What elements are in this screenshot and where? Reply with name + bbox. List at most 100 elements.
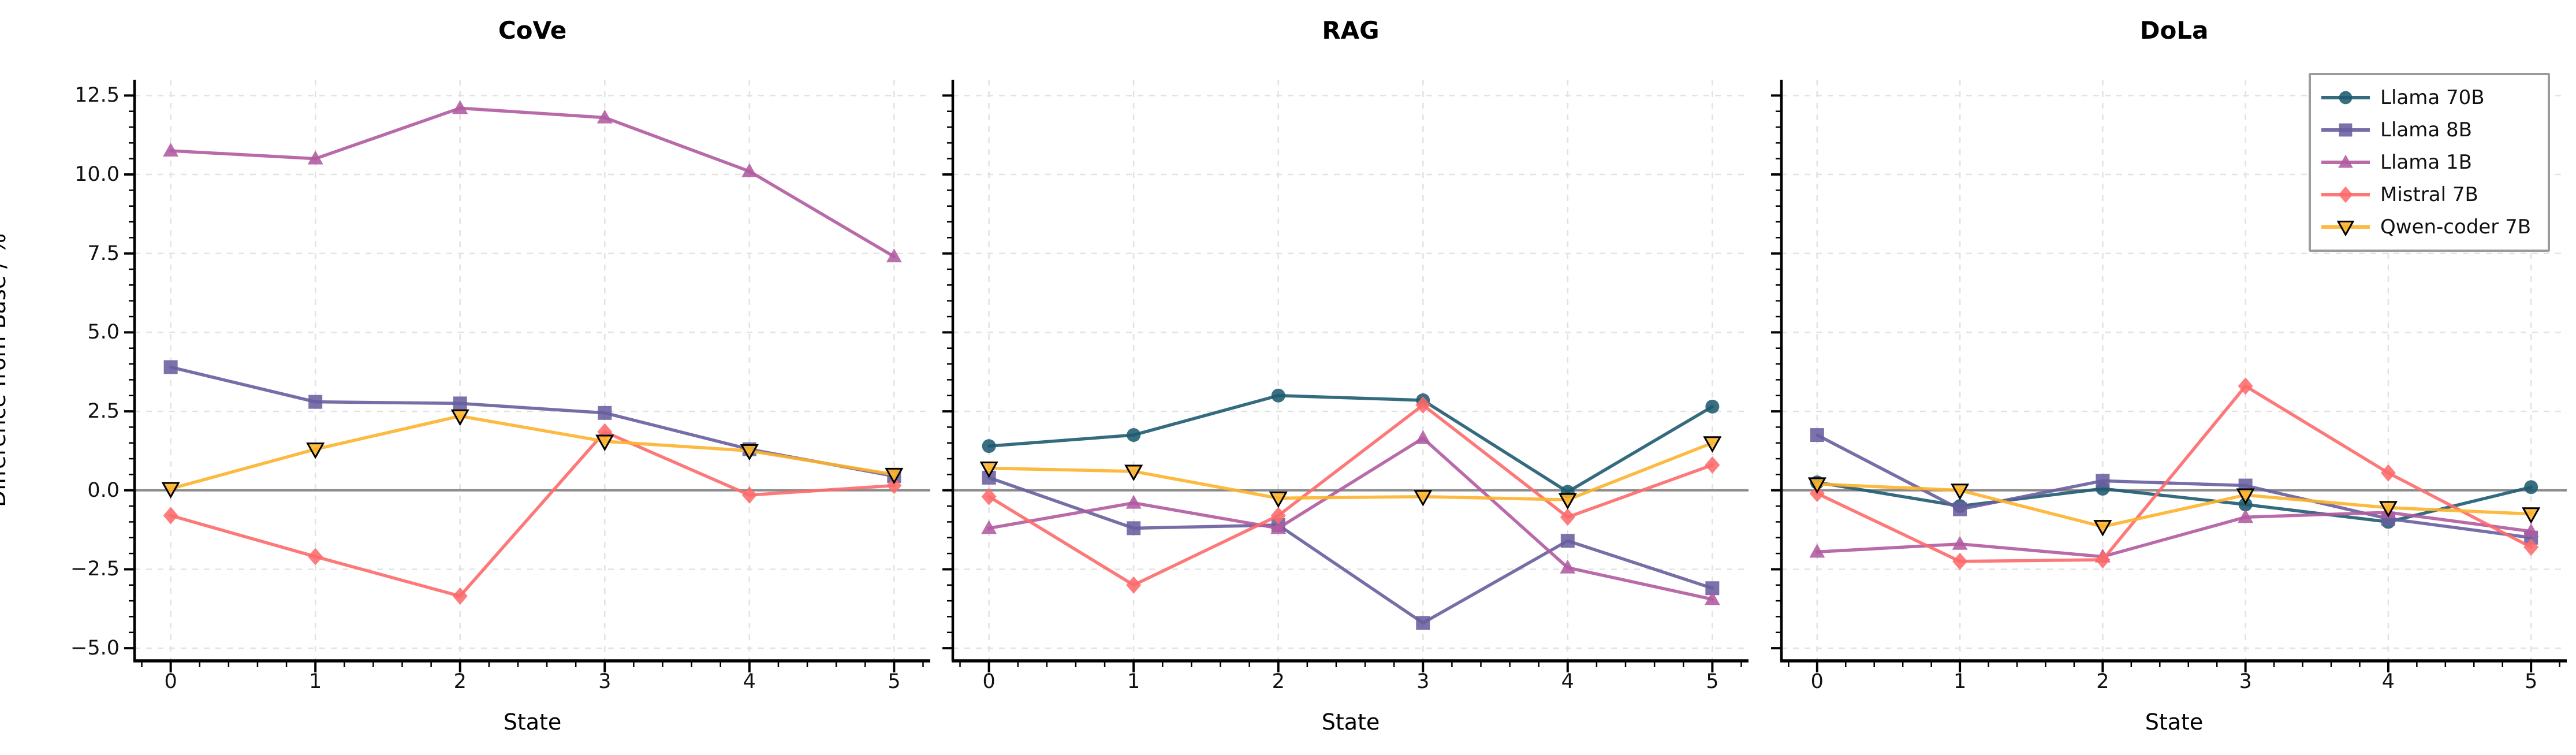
series-mistral-7b	[981, 396, 1720, 594]
data-point-marker	[1124, 464, 1143, 482]
subplot-rag	[942, 80, 1749, 672]
x-tick-label: 1	[309, 670, 322, 693]
axis-ticks	[124, 94, 924, 672]
legend: Llama 70B Llama 8B Llama 1B Mistral 7B Q…	[2309, 73, 2550, 252]
data-point-marker	[981, 488, 997, 505]
legend-item-llama-1b: Llama 1B	[2319, 148, 2537, 177]
x-tick-label: 0	[164, 670, 177, 693]
subplot-dola	[1771, 80, 2567, 672]
data-point-marker	[1414, 490, 1433, 507]
data-point-marker	[1270, 520, 1287, 534]
subplot-cove	[124, 80, 930, 672]
x-tick-label: 5	[888, 670, 901, 693]
legend-label: Llama 70B	[2380, 86, 2485, 109]
data-point-marker	[2339, 91, 2353, 105]
data-point-marker	[2380, 464, 2396, 482]
data-point-marker	[1807, 477, 1826, 494]
data-point-marker	[2338, 154, 2353, 168]
data-point-marker	[2238, 377, 2253, 395]
x-axis-label-cove: State	[503, 709, 562, 735]
data-point-marker	[886, 248, 902, 263]
x-tick-label: 4	[743, 670, 756, 693]
data-point-marker	[2523, 538, 2539, 556]
data-point-marker	[1558, 493, 1577, 510]
data-point-marker	[452, 100, 468, 114]
axis-ticks	[1771, 94, 2560, 672]
data-point-marker	[1126, 576, 1142, 594]
data-point-marker	[885, 467, 904, 485]
series-llama-1b	[981, 430, 1720, 605]
data-point-marker	[1951, 484, 1970, 500]
data-point-marker	[1810, 428, 1824, 442]
data-point-marker	[1560, 559, 1576, 574]
series-qwen-coder-7b	[161, 409, 904, 499]
x-axis-label-rag: State	[1321, 709, 1380, 735]
x-tick-label: 3	[1416, 670, 1430, 693]
data-point-marker	[450, 409, 469, 426]
panel-title-rag: RAG	[1322, 16, 1380, 44]
data-point-marker	[2238, 509, 2254, 523]
legend-item-llama-8b: Llama 8B	[2319, 116, 2537, 144]
legend-marker-llama-8b-icon	[2321, 123, 2370, 137]
data-point-marker	[308, 395, 323, 409]
axis-ticks	[942, 94, 1742, 672]
series-mistral-7b	[163, 423, 902, 605]
x-tick-label: 2	[453, 670, 467, 693]
data-point-marker	[2336, 221, 2355, 237]
data-point-marker	[1127, 521, 1141, 535]
data-point-marker	[1705, 399, 1720, 414]
data-point-marker	[595, 434, 614, 452]
data-point-marker	[2524, 480, 2538, 494]
data-point-marker	[1703, 436, 1722, 453]
legend-item-mistral-7b: Mistral 7B	[2319, 180, 2537, 209]
x-tick-label: 5	[1706, 670, 1719, 693]
data-point-marker	[2093, 520, 2112, 537]
data-point-marker	[886, 477, 902, 494]
series-llama-8b	[163, 360, 901, 484]
legend-label: Llama 8B	[2380, 118, 2472, 142]
legend-marker-mistral-7b-icon	[2321, 186, 2370, 203]
series-qwen-coder-7b	[979, 436, 1722, 510]
series-line-qwen-coder-7b	[987, 441, 1714, 501]
data-point-marker	[598, 406, 612, 420]
data-point-marker	[740, 444, 759, 461]
data-point-marker	[1560, 508, 1575, 526]
legend-item-qwen-coder-7b: Qwen-coder 7B	[2319, 213, 2537, 241]
series-qwen-coder-7b	[1807, 477, 2541, 537]
series-line-llama-70b	[987, 393, 1714, 494]
x-tick-label: 0	[1810, 670, 1824, 693]
series-line-llama-8b	[1815, 433, 2533, 540]
data-point-marker	[741, 163, 758, 177]
x-tick-label: 3	[2239, 670, 2252, 693]
y-tick-label: 2.5	[87, 400, 120, 423]
series-line-llama-1b	[987, 436, 1714, 601]
data-point-marker	[2096, 474, 2110, 488]
data-point-marker	[161, 482, 180, 499]
data-point-marker	[1415, 396, 1431, 414]
x-tick-label: 2	[2096, 670, 2109, 693]
x-tick-label: 3	[598, 670, 612, 693]
data-point-marker	[982, 439, 996, 453]
y-tick-label: −5.0	[70, 637, 120, 660]
data-point-marker	[1952, 535, 1968, 550]
data-point-marker	[1705, 456, 1720, 474]
series-line-llama-8b	[987, 476, 1714, 625]
x-tick-label: 0	[982, 670, 996, 693]
panel-title-dola: DoLa	[2139, 16, 2209, 44]
series-llama-1b	[163, 100, 902, 263]
data-point-marker	[1416, 616, 1430, 630]
series-line-mistral-7b	[169, 430, 896, 598]
x-axis-label-dola: State	[2145, 709, 2204, 735]
data-point-marker	[306, 442, 325, 459]
data-point-marker	[1125, 494, 1142, 509]
data-point-marker	[1560, 534, 1575, 548]
data-point-marker	[1269, 491, 1288, 508]
data-point-marker	[453, 396, 467, 411]
data-point-marker	[2379, 501, 2398, 518]
series-llama-8b	[982, 470, 1720, 630]
y-tick-label: 5.0	[87, 321, 120, 344]
series-line-mistral-7b	[1815, 384, 2533, 563]
data-point-marker	[741, 486, 757, 504]
data-point-marker	[307, 150, 323, 165]
